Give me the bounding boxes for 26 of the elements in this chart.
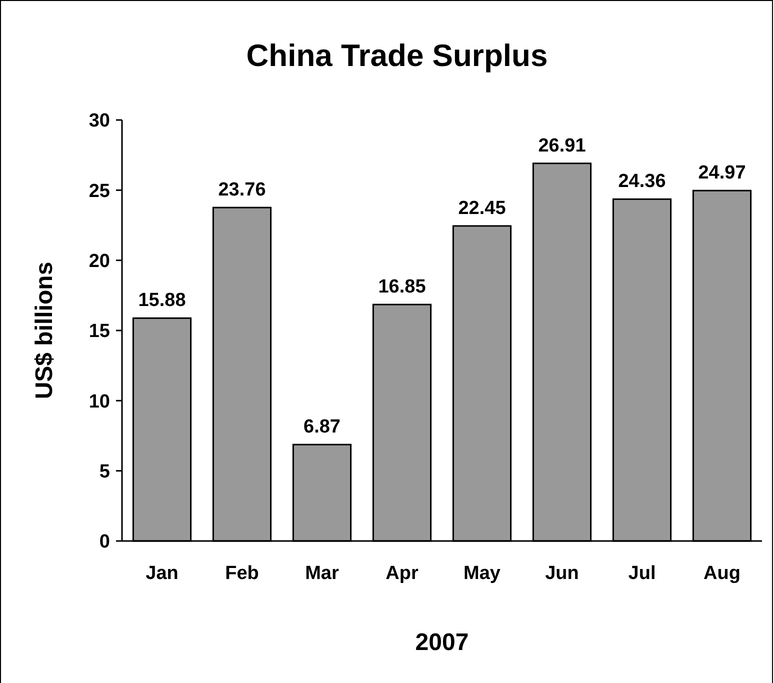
- data-label: 6.87: [304, 416, 340, 438]
- data-label: 24.36: [618, 171, 666, 192]
- data-label: 24.97: [698, 162, 746, 184]
- x-tick-label: Mar: [305, 563, 340, 584]
- x-tick-label: Feb: [225, 563, 259, 584]
- x-tick-label: May: [464, 563, 501, 584]
- data-label: 23.76: [218, 180, 266, 201]
- x-tick-label: Apr: [386, 563, 419, 584]
- x-tick-label: Jun: [545, 563, 579, 584]
- data-label: 16.85: [378, 276, 426, 298]
- y-tick-label: 10: [88, 391, 110, 412]
- y-tick-label: 0: [99, 532, 110, 553]
- y-tick-label: 25: [88, 180, 110, 202]
- data-label: 22.45: [458, 198, 506, 219]
- data-label: 15.88: [138, 290, 186, 312]
- y-tick-label: 30: [88, 110, 110, 132]
- x-tick-label: Aug: [704, 563, 740, 584]
- x-axis-title: 2007: [415, 629, 469, 656]
- chart-title: China Trade Surplus: [246, 38, 548, 73]
- x-tick-label: Jul: [628, 563, 656, 584]
- y-tick-label: 5: [99, 461, 110, 482]
- y-axis-title: US$ billions: [31, 262, 58, 400]
- y-tick-label: 20: [88, 250, 110, 272]
- x-tick-label: Jan: [146, 563, 178, 584]
- y-tick-label: 15: [88, 321, 110, 342]
- data-label: 26.91: [538, 135, 586, 156]
